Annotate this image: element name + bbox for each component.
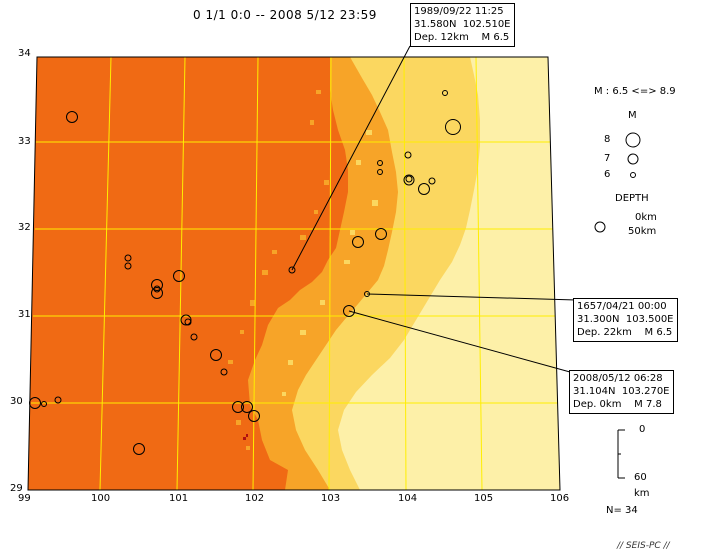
lon-tick-label: 106: [550, 493, 570, 504]
event-marker: [124, 262, 132, 270]
event-marker: [445, 119, 461, 135]
depth-legend-header: DEPTH: [615, 193, 649, 204]
event-marker: [133, 443, 145, 455]
event-annotation-1657: 1657/04/21 00:00 31.300N 103.500E Dep. 2…: [573, 298, 678, 342]
magnitude-legend-header: M: [628, 110, 637, 121]
event-marker: [377, 160, 383, 166]
annotation-datetime: 1657/04/21 00:00: [577, 301, 667, 312]
event-count: N= 34: [606, 505, 638, 516]
event-marker: [288, 266, 296, 274]
lat-tick-label: 31: [18, 309, 31, 320]
legend-magnitude-8-symbol: [625, 132, 641, 148]
annotation-depth-magnitude: Dep. 0km M 7.8: [573, 399, 662, 410]
magnitude-legend-label: 6: [604, 169, 611, 180]
legend-symbols: [594, 132, 641, 233]
event-marker: [404, 151, 412, 159]
legend-magnitude-7-symbol: [627, 153, 639, 165]
lon-tick-label: 105: [474, 493, 494, 504]
legend-depth-symbol: [594, 221, 606, 233]
magnitude-range-label: M : 6.5 <=> 8.9: [594, 86, 676, 97]
event-marker: [405, 175, 413, 183]
event-marker: [375, 228, 387, 240]
annotation-datetime: 2008/05/12 06:28: [573, 373, 663, 384]
depth-scale-unit: km: [634, 488, 650, 499]
magnitude-legend-label: 7: [604, 153, 611, 164]
event-marker: [151, 279, 163, 291]
depth-scale-tick: 60: [634, 472, 647, 483]
event-annotation-1989: 1989/09/22 11:25 31.580N 102.510E Dep. 1…: [410, 3, 515, 47]
event-marker: [343, 305, 355, 317]
event-marker: [190, 333, 198, 341]
graticule: [31, 57, 558, 490]
annotation-depth-magnitude: Dep. 12km M 6.5: [414, 32, 510, 43]
event-marker: [248, 410, 260, 422]
annotation-depth-magnitude: Dep. 22km M 6.5: [577, 327, 673, 338]
plateau-terrain: [338, 57, 560, 490]
event-marker: [352, 236, 364, 248]
lon-tick-label: 99: [18, 493, 31, 504]
depth-legend-value: 0km: [635, 212, 657, 223]
event-marker: [428, 177, 436, 185]
event-marker: [403, 174, 415, 186]
event-marker: [54, 396, 62, 404]
event-marker: [124, 254, 132, 262]
annotation-coordinates: 31.104N 103.270E: [573, 386, 670, 397]
lat-tick-label: 32: [18, 222, 31, 233]
lat-tick-label: 34: [18, 48, 31, 59]
map-frame: [27, 56, 561, 491]
lat-tick-label: 33: [18, 136, 31, 147]
event-marker: [29, 397, 41, 409]
hotspot-marker: [246, 434, 248, 437]
event-markers: [29, 90, 461, 455]
event-marker: [41, 401, 47, 407]
lat-tick-label: 29: [10, 483, 23, 494]
event-marker: [418, 183, 430, 195]
terrain-speckles-highland: [282, 130, 378, 396]
magnitude-legend-label: 8: [604, 134, 611, 145]
event-marker: [151, 287, 163, 299]
annotation-coordinates: 31.580N 102.510E: [414, 19, 511, 30]
lat-tick-label: 30: [10, 396, 23, 407]
annotation-leaders: [291, 45, 577, 373]
lon-tick-label: 103: [321, 493, 341, 504]
event-marker: [377, 169, 383, 175]
depth-scale-tick: 0: [639, 424, 646, 435]
lon-tick-label: 100: [91, 493, 111, 504]
event-marker: [180, 314, 192, 326]
event-marker: [173, 270, 185, 282]
terrain-speckles: [228, 90, 329, 450]
map-title: 0 1/1 0:0 -- 2008 5/12 23:59: [193, 8, 377, 22]
app-footer-label: // SEIS-PC //: [617, 541, 670, 551]
depth-scale: [617, 429, 625, 479]
event-marker: [66, 111, 78, 123]
event-marker: [232, 401, 244, 413]
lon-tick-label: 102: [245, 493, 265, 504]
event-marker: [210, 349, 222, 361]
annotation-coordinates: 31.300N 103.500E: [577, 314, 674, 325]
lon-tick-label: 101: [169, 493, 189, 504]
event-annotation-2008: 2008/05/12 06:28 31.104N 103.270E Dep. 0…: [569, 370, 674, 414]
event-marker: [442, 90, 448, 96]
event-marker: [184, 318, 192, 326]
annotation-datetime: 1989/09/22 11:25: [414, 6, 504, 17]
lon-tick-label: 104: [398, 493, 418, 504]
event-marker: [220, 368, 228, 376]
event-marker: [241, 401, 253, 413]
event-marker: [153, 285, 161, 293]
legend-magnitude-6-symbol: [630, 172, 636, 178]
depth-legend-value: 50km: [628, 226, 657, 237]
hotspot-marker: [243, 437, 246, 440]
